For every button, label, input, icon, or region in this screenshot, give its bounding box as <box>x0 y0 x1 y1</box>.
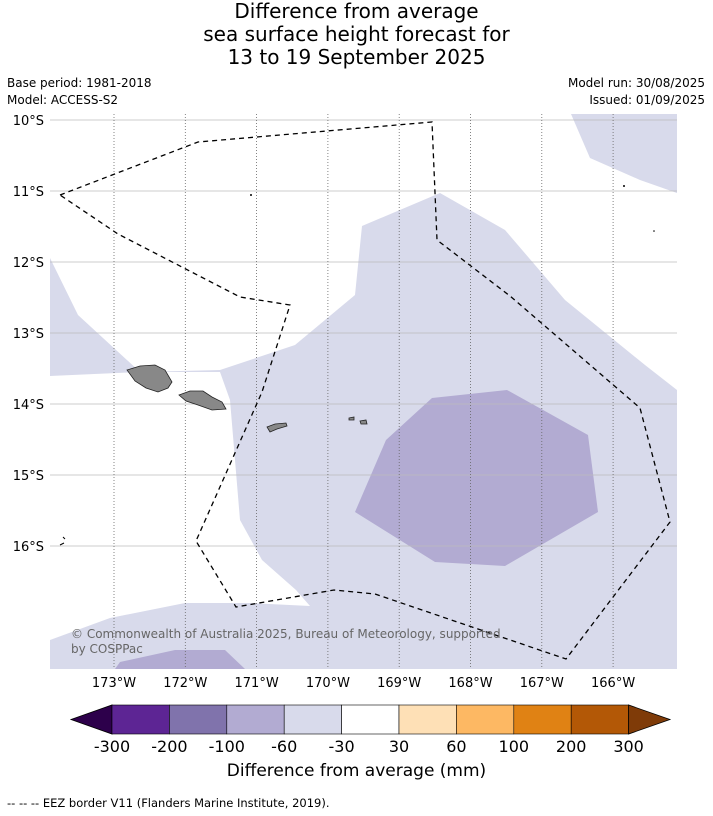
lon-label: 171°W <box>235 676 279 691</box>
colorbar-tick: 200 <box>556 737 587 756</box>
copyright-line-1: © Commonwealth of Australia 2025, Bureau… <box>71 627 501 641</box>
meta-right: Model run: 30/08/2025 Issued: 01/09/2025 <box>568 75 705 109</box>
anomaly-region-medium-sw <box>115 650 245 669</box>
model-name: Model: ACCESS-S2 <box>7 93 119 107</box>
colorbar-tick: -100 <box>209 737 245 756</box>
anomaly-region-light-ne <box>571 114 677 193</box>
colorbar-over-arrow <box>628 704 672 735</box>
colorbar-swatch <box>570 704 629 735</box>
colorbar-tick: -300 <box>94 737 130 756</box>
colorbar-under-arrow <box>69 704 113 735</box>
island-upolu <box>178 390 227 411</box>
colorbar-tick: 30 <box>389 737 409 756</box>
copyright-line-2: by COSPPac <box>71 642 143 656</box>
lat-label: 11°S <box>13 185 44 200</box>
issued-date: Issued: 01/09/2025 <box>589 93 705 107</box>
lon-label: 172°W <box>163 676 207 691</box>
lon-label: 169°W <box>377 676 421 691</box>
colorbar-swatch <box>111 704 170 735</box>
colorbar: -300 -200 -100 -60 -30 30 60 100 200 300 <box>69 704 672 756</box>
lat-label: 13°S <box>13 327 44 342</box>
lon-label: 173°W <box>92 676 136 691</box>
island-small-4 <box>59 536 66 546</box>
colorbar-label: Difference from average (mm) <box>226 761 487 781</box>
colorbar-swatch <box>513 704 572 735</box>
colorbar-swatch <box>398 704 457 735</box>
colorbar-tick: 60 <box>446 737 466 756</box>
island-manua-1 <box>348 416 355 421</box>
lat-label: 14°S <box>13 398 44 413</box>
meta-left: Base period: 1981-2018 Model: ACCESS-S2 <box>7 75 152 109</box>
colorbar-swatch <box>456 704 515 735</box>
map-title: Difference from average sea surface heig… <box>0 0 713 69</box>
eez-footer-note: -- -- -- EEZ border V11 (Flanders Marine… <box>7 796 330 810</box>
colorbar-tick: 300 <box>613 737 644 756</box>
lat-label: 15°S <box>13 469 44 484</box>
anomaly-region-neutral <box>50 372 310 669</box>
lon-label: 168°W <box>448 676 492 691</box>
latitude-grid <box>50 119 677 547</box>
map-figure: 10°S11°S12°S13°S14°S15°S16°S 173°W 172°W 1… <box>13 114 677 756</box>
colorbar-tick: 100 <box>499 737 530 756</box>
island-savaii <box>126 364 173 393</box>
lon-label: 166°W <box>591 676 635 691</box>
longitude-grid <box>113 114 614 669</box>
title-line-1: Difference from average <box>234 0 479 23</box>
model-run: Model run: 30/08/2025 <box>567 76 705 90</box>
lat-label: 16°S <box>13 540 44 555</box>
title-line-3: 13 to 19 September 2025 <box>227 45 486 69</box>
colorbar-tick: -30 <box>329 737 355 756</box>
lon-label: 170°W <box>306 676 350 691</box>
island-small-1 <box>250 194 252 196</box>
title-line-2: sea surface height forecast for <box>203 22 510 46</box>
island-tutuila <box>266 422 288 433</box>
map-area <box>50 114 677 669</box>
lat-label: 10°S <box>13 114 44 129</box>
colorbar-tick: -200 <box>151 737 187 756</box>
colorbar-swatch <box>226 704 285 735</box>
island-small-3 <box>653 230 655 232</box>
colorbar-swatch <box>169 704 228 735</box>
island-small-2 <box>623 185 625 187</box>
colorbar-tick: -60 <box>271 737 297 756</box>
colorbar-swatch <box>283 704 342 735</box>
latitude-labels: 10°S 11°S 12°S 13°S 14°S 15°S 16°S <box>13 114 44 555</box>
base-period: Base period: 1981-2018 <box>7 76 152 90</box>
longitude-labels: 173°W 172°W 171°W 170°W 169°W 168°W 167°W 166°W <box>92 676 635 691</box>
lon-label: 167°W <box>520 676 564 691</box>
lat-label: 12°S <box>13 256 44 271</box>
anomaly-region-medium <box>355 390 598 566</box>
colorbar-swatch <box>341 704 400 735</box>
island-manua-2 <box>359 419 368 425</box>
eez-border-tokelau <box>58 121 671 660</box>
